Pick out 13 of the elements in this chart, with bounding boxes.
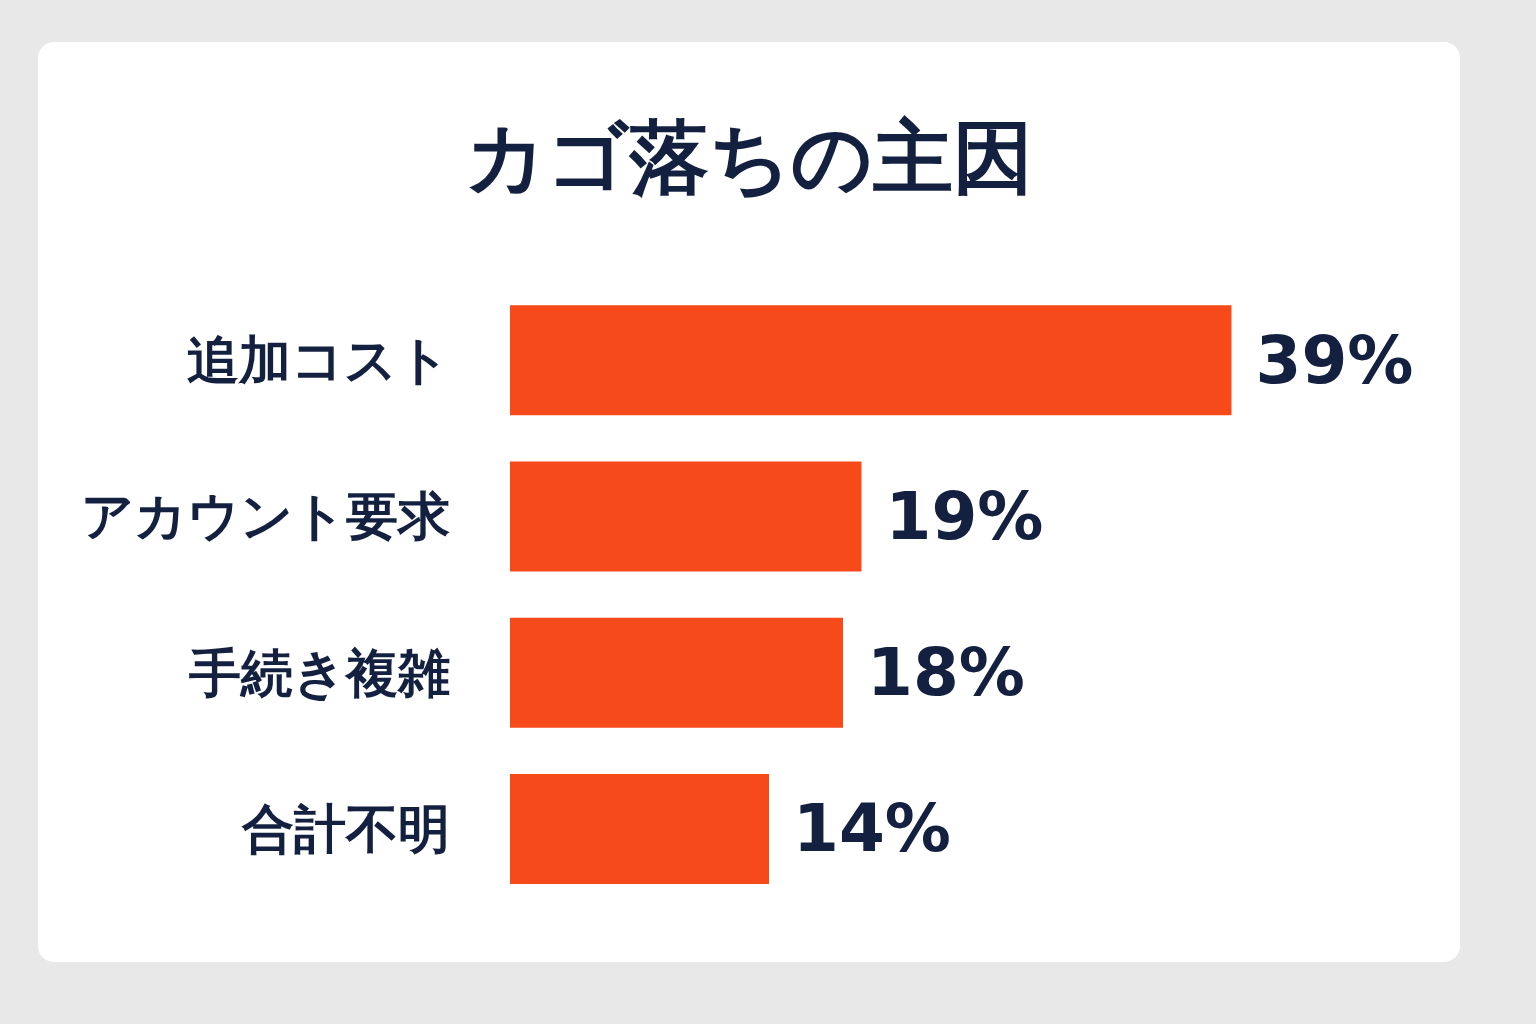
bar bbox=[510, 461, 862, 572]
data-label: 18% bbox=[867, 634, 1025, 712]
data-label: 39% bbox=[1255, 321, 1414, 399]
y-tick-label: 追加コスト bbox=[187, 330, 450, 391]
bar bbox=[510, 305, 1232, 416]
bar bbox=[510, 617, 843, 728]
chart-title: カゴ落ちの主因 bbox=[465, 110, 1033, 204]
y-tick-label: 手続き複雑 bbox=[189, 642, 450, 703]
y-tick-label: 合計不明 bbox=[241, 798, 450, 859]
data-label: 19% bbox=[885, 477, 1044, 555]
bar bbox=[510, 773, 769, 884]
y-tick-label: アカウント要求 bbox=[81, 486, 450, 547]
data-label: 14% bbox=[793, 790, 951, 868]
